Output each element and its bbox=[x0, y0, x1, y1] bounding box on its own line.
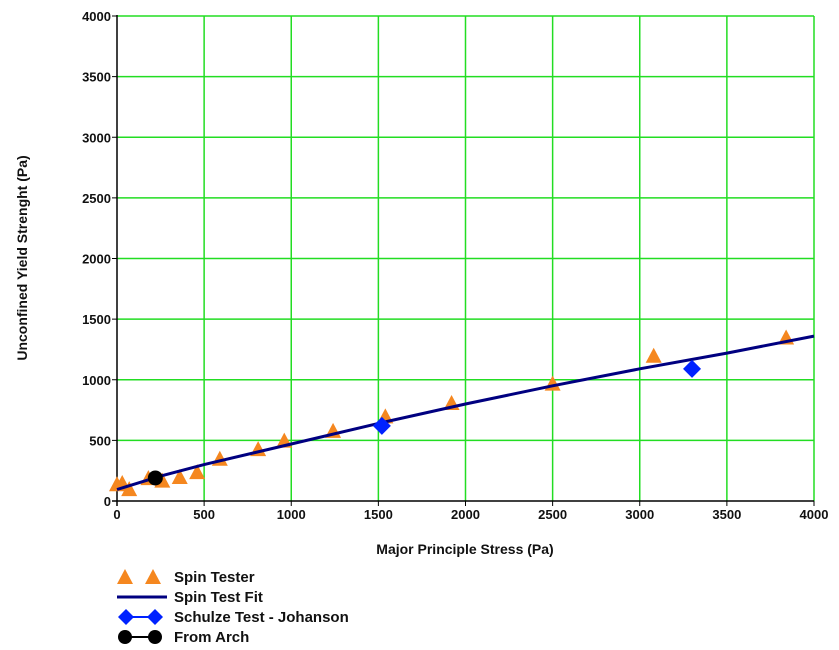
y-tick-label: 4000 bbox=[82, 9, 111, 24]
legend-item-spin-tester: Spin Tester bbox=[117, 568, 497, 588]
x-tick-label: 2500 bbox=[538, 507, 567, 522]
plot-series bbox=[109, 329, 815, 497]
legend-item-schulze-test: Schulze Test - Johanson bbox=[117, 608, 497, 628]
x-tick-label: 3000 bbox=[625, 507, 654, 522]
legend: Spin Tester Spin Test Fit Schulze Test -… bbox=[117, 568, 497, 648]
y-tick-label: 2000 bbox=[82, 252, 111, 267]
spin-tester-point bbox=[189, 464, 206, 480]
y-axis-title: Unconfined Yield Strenght (Pa) bbox=[14, 155, 30, 360]
from-arch-point bbox=[147, 470, 163, 486]
y-tick-label: 1000 bbox=[82, 373, 111, 388]
legend-item-from-arch: From Arch bbox=[117, 628, 497, 648]
axes bbox=[112, 15, 815, 506]
y-tick-label: 3000 bbox=[82, 130, 111, 145]
spin-test-fit-line bbox=[116, 334, 815, 491]
legend-label-spin-tester: Spin Tester bbox=[174, 569, 255, 586]
x-axis-title: Major Principle Stress (Pa) bbox=[376, 541, 553, 557]
legend-label-spin-test-fit: Spin Test Fit bbox=[174, 589, 263, 606]
circle-marker-icon bbox=[118, 630, 162, 644]
grid bbox=[117, 15, 815, 501]
legend-item-spin-test-fit: Spin Test Fit bbox=[117, 588, 497, 608]
x-tick-label: 2000 bbox=[451, 507, 480, 522]
spin-tester-point bbox=[171, 468, 188, 484]
y-tick-label: 500 bbox=[89, 433, 111, 448]
diamond-marker-icon bbox=[118, 609, 163, 625]
spin-tester-point bbox=[645, 347, 662, 363]
legend-label-from-arch: From Arch bbox=[174, 629, 250, 646]
y-tick-label: 0 bbox=[104, 494, 111, 509]
y-tick-label: 1500 bbox=[82, 312, 111, 327]
schulze-test-point bbox=[372, 416, 391, 435]
x-tick-label: 1000 bbox=[277, 507, 306, 522]
x-tick-label: 1500 bbox=[364, 507, 393, 522]
legend-label-schulze-test: Schulze Test - Johanson bbox=[174, 609, 349, 626]
line-marker-icon bbox=[117, 595, 167, 599]
schulze-test-point bbox=[683, 359, 702, 378]
triangle-marker-icon bbox=[117, 569, 161, 584]
tick-labels: 0 500 1000 1500 2000 2500 3000 3500 4000 0 500 1000… bbox=[82, 9, 828, 522]
y-tick-label: 2500 bbox=[82, 191, 111, 206]
spin-tester-point bbox=[121, 481, 138, 497]
x-tick-label: 0 bbox=[113, 507, 120, 522]
x-tick-label: 4000 bbox=[800, 507, 829, 522]
x-tick-label: 500 bbox=[193, 507, 215, 522]
y-tick-label: 3500 bbox=[82, 70, 111, 85]
x-tick-label: 3500 bbox=[712, 507, 741, 522]
